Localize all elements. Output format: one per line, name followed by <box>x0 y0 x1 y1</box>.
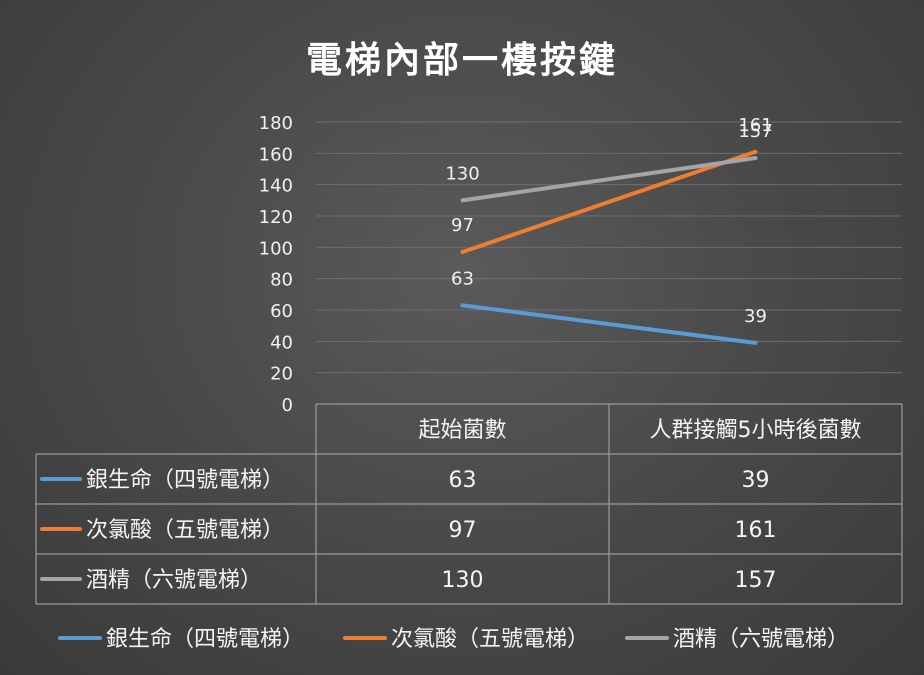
data-label: 157 <box>738 121 772 142</box>
y-tick-label: 100 <box>259 238 293 259</box>
chart-title: 電梯內部一樓按鍵 <box>306 39 618 81</box>
table-cell-value: 157 <box>735 568 777 593</box>
table-cell-value: 130 <box>442 568 484 593</box>
legend: 銀生命（四號電梯） 次氯酸（五號電梯） 酒精（六號電梯） <box>58 627 849 652</box>
table-cell-value: 39 <box>742 468 770 493</box>
table-row-label: 酒精（六號電梯） <box>86 568 262 593</box>
y-tick-label: 20 <box>270 364 293 385</box>
y-tick-label: 140 <box>259 176 293 197</box>
data-label: 161 <box>738 115 772 136</box>
table-row-label: 次氯酸（五號電梯） <box>86 518 284 543</box>
data-labels: 63 39 97 161 130 157 <box>445 115 772 327</box>
table-cell-value: 97 <box>449 518 477 543</box>
legend-label: 銀生命（四號電梯） <box>106 627 304 652</box>
x-category-label: 人群接觸5小時後菌數 <box>650 418 862 443</box>
x-category-label: 起始菌數 <box>418 418 506 443</box>
y-tick-label: 180 <box>259 113 293 134</box>
y-axis: 0 20 40 60 80 100 120 140 160 180 <box>259 113 293 416</box>
y-tick-label: 40 <box>270 332 293 353</box>
data-label: 97 <box>451 215 474 236</box>
y-tick-label: 160 <box>259 144 293 165</box>
y-tick-label: 120 <box>259 207 293 228</box>
plot-area <box>460 149 758 345</box>
table-cell-value: 63 <box>449 468 477 493</box>
data-label: 63 <box>451 268 474 289</box>
data-label: 39 <box>744 306 767 327</box>
legend-label: 酒精（六號電梯） <box>673 627 849 652</box>
series-line <box>460 149 758 255</box>
gridlines <box>316 121 902 374</box>
series-line <box>460 303 758 345</box>
series-line <box>460 156 758 203</box>
table-row-label: 銀生命（四號電梯） <box>86 468 284 493</box>
data-label: 130 <box>445 163 479 184</box>
y-tick-label: 80 <box>270 270 293 291</box>
y-tick-label: 0 <box>282 395 293 416</box>
y-tick-label: 60 <box>270 301 293 322</box>
legend-label: 次氯酸（五號電梯） <box>391 627 589 652</box>
table-cell-value: 161 <box>735 518 777 543</box>
